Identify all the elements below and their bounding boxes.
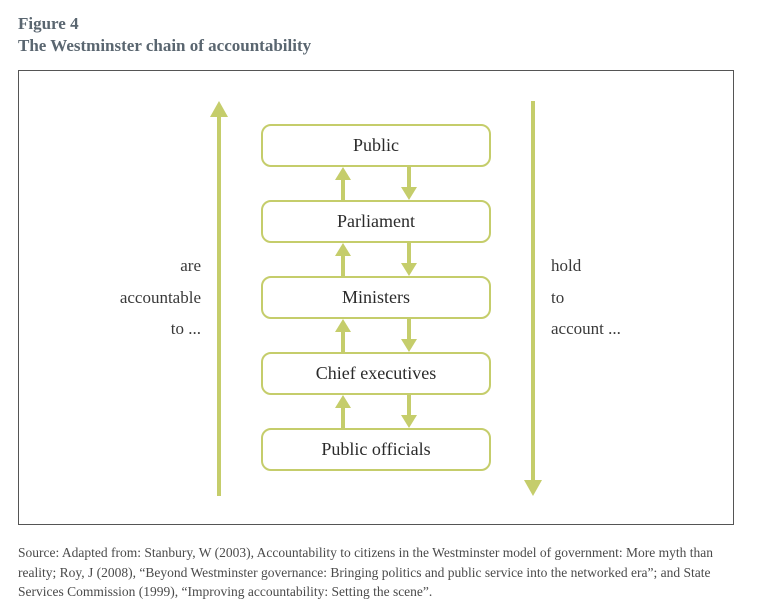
node-parliament: Parliament — [261, 200, 491, 243]
left-side-column: are accountable to ... — [91, 71, 261, 524]
figure-title: The Westminster chain of accountability — [18, 36, 750, 56]
center-column: Public Parliament — [261, 71, 491, 524]
arrow-up-small-icon — [333, 167, 353, 200]
arrow-pair-4 — [261, 395, 491, 428]
node-public: Public — [261, 124, 491, 167]
figure-label: Figure 4 — [18, 14, 750, 34]
left-line-2: accountable — [120, 288, 201, 307]
node-public-officials: Public officials — [261, 428, 491, 471]
diagram-frame: are accountable to ... Public Parliament — [18, 70, 734, 525]
left-side-label: are accountable to ... — [91, 250, 201, 344]
left-line-3: to ... — [171, 319, 201, 338]
right-line-3: account ... — [551, 319, 621, 338]
left-line-1: are — [180, 256, 201, 275]
arrow-up-icon — [207, 101, 231, 496]
source-text: Source: Adapted from: Stanbury, W (2003)… — [18, 543, 738, 602]
diagram-inner: are accountable to ... Public Parliament — [19, 71, 733, 524]
arrow-pair-1 — [261, 167, 491, 200]
arrow-down-icon — [521, 101, 545, 496]
arrow-up-small-icon — [333, 319, 353, 352]
right-line-1: hold — [551, 256, 581, 275]
node-ministers: Ministers — [261, 276, 491, 319]
arrow-up-small-icon — [333, 395, 353, 428]
node-chief-executives: Chief executives — [261, 352, 491, 395]
arrow-pair-3 — [261, 319, 491, 352]
arrow-down-small-icon — [399, 167, 419, 200]
right-line-2: to — [551, 288, 564, 307]
arrow-down-small-icon — [399, 395, 419, 428]
arrow-up-small-icon — [333, 243, 353, 276]
right-side-column: hold to account ... — [491, 71, 661, 524]
right-side-label: hold to account ... — [551, 250, 661, 344]
arrow-down-small-icon — [399, 319, 419, 352]
arrow-pair-2 — [261, 243, 491, 276]
arrow-down-small-icon — [399, 243, 419, 276]
